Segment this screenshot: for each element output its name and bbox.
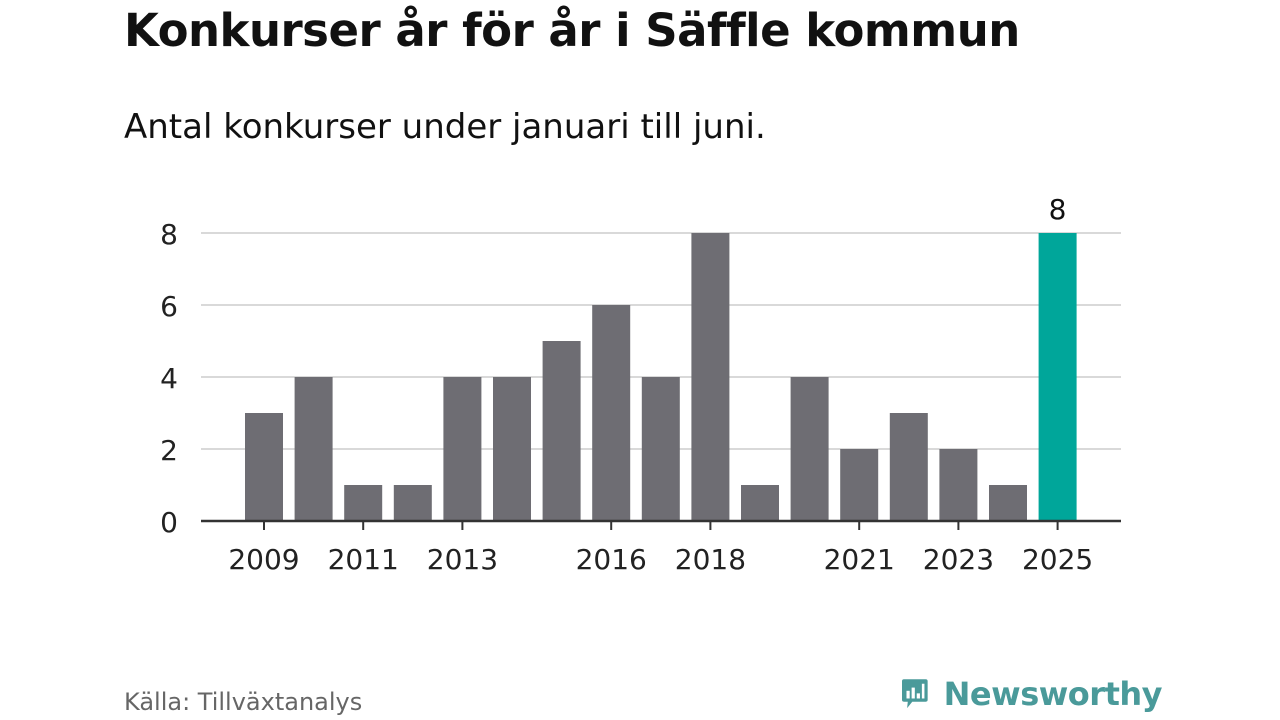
source-note: Källa: Tillväxtanalys [124,688,363,716]
bars [245,233,1077,521]
x-tick-label: 2013 [427,543,498,576]
data-labels: 8 [1049,193,1067,226]
x-tick-label: 2016 [576,543,647,576]
y-tick-label: 2 [160,434,178,467]
bar-2024 [989,485,1027,521]
x-tick-label: 2011 [328,543,399,576]
bar-2016 [592,305,631,521]
chart-title: Konkurser år för år i Säffle kommun [124,4,1020,57]
x-tick-label: 2021 [824,543,895,576]
y-tick-label: 8 [160,218,178,251]
data-label: 8 [1049,193,1067,226]
bar-2023 [939,449,978,521]
x-tick-label: 2025 [1022,543,1093,576]
bar-2012 [393,485,432,521]
y-tick-label: 0 [160,506,178,539]
y-tick-label: 4 [160,362,178,395]
bar-2025 [1038,233,1077,521]
bar-2019 [741,485,779,521]
x-tick-label: 2009 [228,543,299,576]
bar-2017 [641,377,680,521]
bar-2009 [245,413,283,521]
y-tick-label: 6 [160,290,178,323]
y-axis-ticks: 0 2 4 6 8 [160,218,178,539]
x-tick-label: 2023 [923,543,994,576]
newsworthy-logo: Newsworthy [902,671,1163,717]
bar-2013 [443,377,482,521]
bar-2020 [790,377,829,521]
chart-subtitle: Antal konkurser under januari till juni. [124,107,766,147]
bar-2011 [344,485,383,521]
bar-2015 [542,341,581,521]
chat-bar-chart-icon [902,679,928,709]
bar-2010 [294,377,333,521]
x-tick-label: 2018 [675,543,746,576]
logo-wordmark: Newsworthy [943,675,1163,713]
x-axis-ticks: 2009 2011 2013 2016 2018 2021 2023 2025 [228,521,1093,576]
bar-2014 [493,377,531,521]
bar-2022 [889,413,928,521]
bar-2021 [840,449,879,521]
bar-2018 [691,233,730,521]
